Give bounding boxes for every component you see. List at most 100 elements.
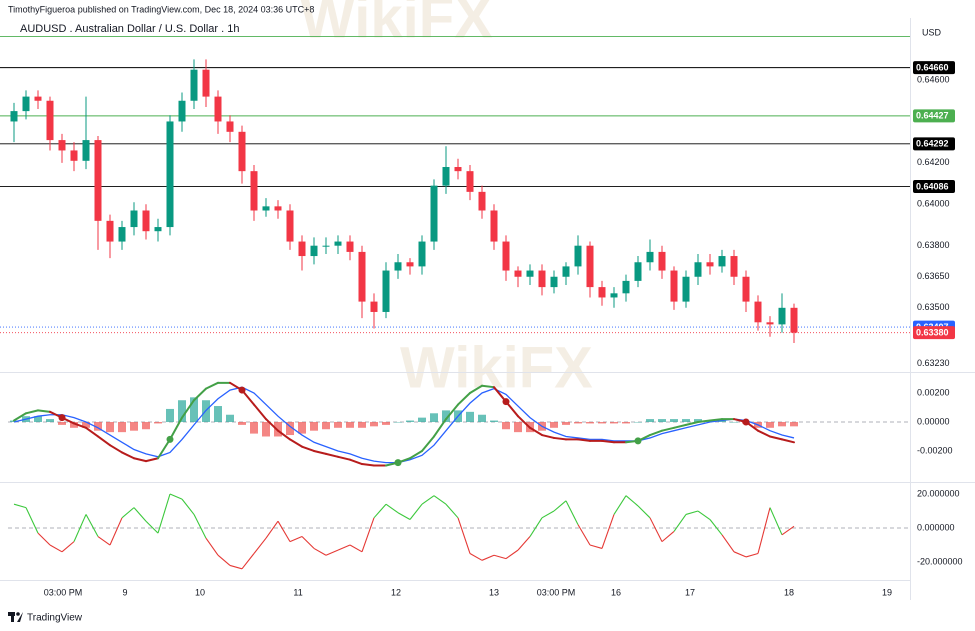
macd-segment [109,444,123,454]
macd-segment [25,409,39,415]
candle-body [562,266,570,277]
price-badge-label: 0.64660 [916,62,949,72]
oscillator-segment [565,500,579,525]
price-badge [913,179,955,193]
histogram-bar [298,421,306,434]
oscillator-segment [697,510,711,520]
histogram-bar [586,421,594,424]
oscillator-segment [109,517,123,546]
logo-part [11,612,14,622]
y-tick-label: -0.00200 [917,445,953,455]
candle-body [442,167,450,186]
oscillator-segment [433,495,447,505]
price-badge [913,137,955,151]
histogram-bar [274,421,282,437]
histogram-bar [490,420,498,422]
cross-dot [742,418,750,426]
oscillator-segment [673,514,687,532]
oscillator-segment [685,510,699,515]
oscillator-segment [781,525,795,536]
oscillator-segment [49,544,63,553]
y-tick-label: 0.000000 [917,522,955,532]
candle-body [406,262,414,267]
candle-body [466,171,474,192]
histogram-bar [394,421,402,423]
candle-body [262,206,270,211]
candle-body [670,270,678,302]
oscillator-segment [457,517,471,554]
candle-body [430,185,438,242]
y-tick-label: 0.63800 [917,240,950,250]
candle-body [382,270,390,312]
candle-body [298,241,306,257]
logo-part [17,612,23,622]
oscillator-segment [649,517,663,542]
oscillator-segment [541,510,555,519]
oscillator-segment [205,537,219,556]
candle-body [718,256,726,267]
candle-body [226,121,234,132]
macd-segment [553,436,567,441]
cross-dot [634,437,642,445]
histogram-bar [382,421,390,425]
histogram-bar [262,421,270,437]
macd-segment [13,412,27,422]
candle-body [34,96,42,101]
oscillator-segment [169,493,183,500]
macd-segment [277,429,291,441]
histogram-bar [682,419,690,422]
candle-body [622,280,630,294]
histogram-bar [250,421,258,434]
oscillator-segment [745,552,759,558]
oscillator-segment [709,519,723,536]
candle-body [346,241,354,252]
oscillator-segment [265,520,279,539]
histogram-bar [598,421,606,424]
oscillator-segment [757,507,771,554]
oscillator-segment [85,514,99,537]
macd-segment [469,384,483,394]
oscillator-segment [277,520,291,542]
y-tick-label: 0.64600 [917,74,950,84]
oscillator-segment [289,536,303,543]
candle-body [82,140,90,161]
histogram-bar [94,421,102,431]
histogram-bar [406,420,414,422]
chart-title: AUDUSD . Australian Dollar / U.S. Dollar… [20,23,239,35]
x-tick-label: 03:00 PM [537,587,576,597]
histogram-bar [82,421,90,428]
candle-body [70,150,78,161]
macd-segment [481,384,495,389]
candle-body [358,251,366,302]
y-tick-label: 0.00200 [917,387,950,397]
histogram-bar [418,417,426,422]
oscillator-segment [769,507,783,536]
histogram-bar [238,421,246,425]
oscillator-segment [73,514,87,542]
macd-segment [169,416,183,441]
candle-body [202,69,210,97]
oscillator-segment [589,544,603,549]
histogram-bar [106,421,114,433]
candle-body [274,206,282,211]
oscillator-segment [133,507,147,522]
currency: USD [922,27,942,37]
histogram-bar [370,421,378,427]
oscillator-segment [373,503,387,519]
candle-body [394,262,402,271]
oscillator-segment [97,536,111,546]
oscillator-segment [361,517,375,553]
x-tick-label: 9 [122,587,127,597]
macd-segment [337,455,351,461]
oscillator-segment [505,549,519,560]
histogram-bar [502,421,510,430]
oscillator-segment [325,549,339,556]
macd-segment [85,426,99,438]
y-tick-label: 0.63500 [917,302,950,312]
candle-body [766,322,774,325]
oscillator-segment [61,541,75,553]
macd-segment [325,452,339,458]
histogram-bar [358,421,366,428]
candle-body [514,270,522,277]
macd-segment [769,435,783,441]
